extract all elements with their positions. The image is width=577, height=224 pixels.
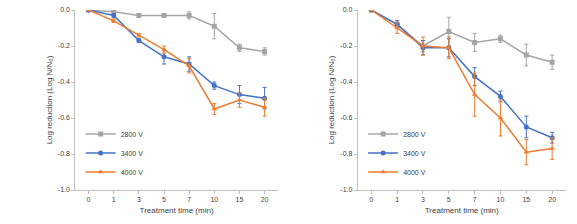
- svg-text:4000 V: 4000 V: [121, 169, 144, 176]
- svg-text:0: 0: [87, 196, 91, 203]
- svg-text:-0.6: -0.6: [340, 114, 352, 121]
- svg-text:-0.6: -0.6: [58, 114, 70, 121]
- svg-text:-0.2: -0.2: [58, 42, 70, 49]
- svg-text:15: 15: [522, 196, 530, 203]
- svg-text:-1.0: -1.0: [58, 186, 70, 193]
- svg-text:10: 10: [497, 196, 505, 203]
- svg-text:-0.4: -0.4: [340, 78, 352, 85]
- svg-text:3400 V: 3400 V: [403, 150, 426, 157]
- svg-text:15: 15: [236, 196, 244, 203]
- svg-text:3400 V: 3400 V: [121, 150, 144, 157]
- svg-text:4000 V: 4000 V: [403, 169, 426, 176]
- svg-text:5: 5: [447, 196, 451, 203]
- svg-text:-0.2: -0.2: [340, 42, 352, 49]
- svg-text:7: 7: [473, 196, 477, 203]
- svg-text:-0.8: -0.8: [340, 150, 352, 157]
- svg-text:10: 10: [210, 196, 218, 203]
- svg-text:5: 5: [162, 196, 166, 203]
- svg-text:2800 V: 2800 V: [121, 131, 144, 138]
- svg-text:Log reduction (Log N/N₀): Log reduction (Log N/N₀): [327, 55, 336, 144]
- svg-text:0: 0: [369, 196, 373, 203]
- svg-text:3: 3: [421, 196, 425, 203]
- svg-text:1: 1: [395, 196, 399, 203]
- svg-text:-0.8: -0.8: [58, 150, 70, 157]
- svg-text:20: 20: [261, 196, 269, 203]
- svg-text:2800 V: 2800 V: [403, 131, 426, 138]
- svg-text:1: 1: [112, 196, 116, 203]
- svg-text:-0.4: -0.4: [58, 78, 70, 85]
- svg-text:0.0: 0.0: [343, 6, 353, 13]
- svg-text:-1.0: -1.0: [340, 186, 352, 193]
- svg-text:0.0: 0.0: [60, 6, 70, 13]
- svg-text:Treatment time (min): Treatment time (min): [425, 206, 499, 215]
- svg-text:20: 20: [548, 196, 556, 203]
- svg-text:Log reduction (Log N/N₀): Log reduction (Log N/N₀): [45, 55, 54, 144]
- svg-text:Treatment time (min): Treatment time (min): [140, 206, 214, 215]
- svg-text:7: 7: [187, 196, 191, 203]
- svg-text:3: 3: [137, 196, 141, 203]
